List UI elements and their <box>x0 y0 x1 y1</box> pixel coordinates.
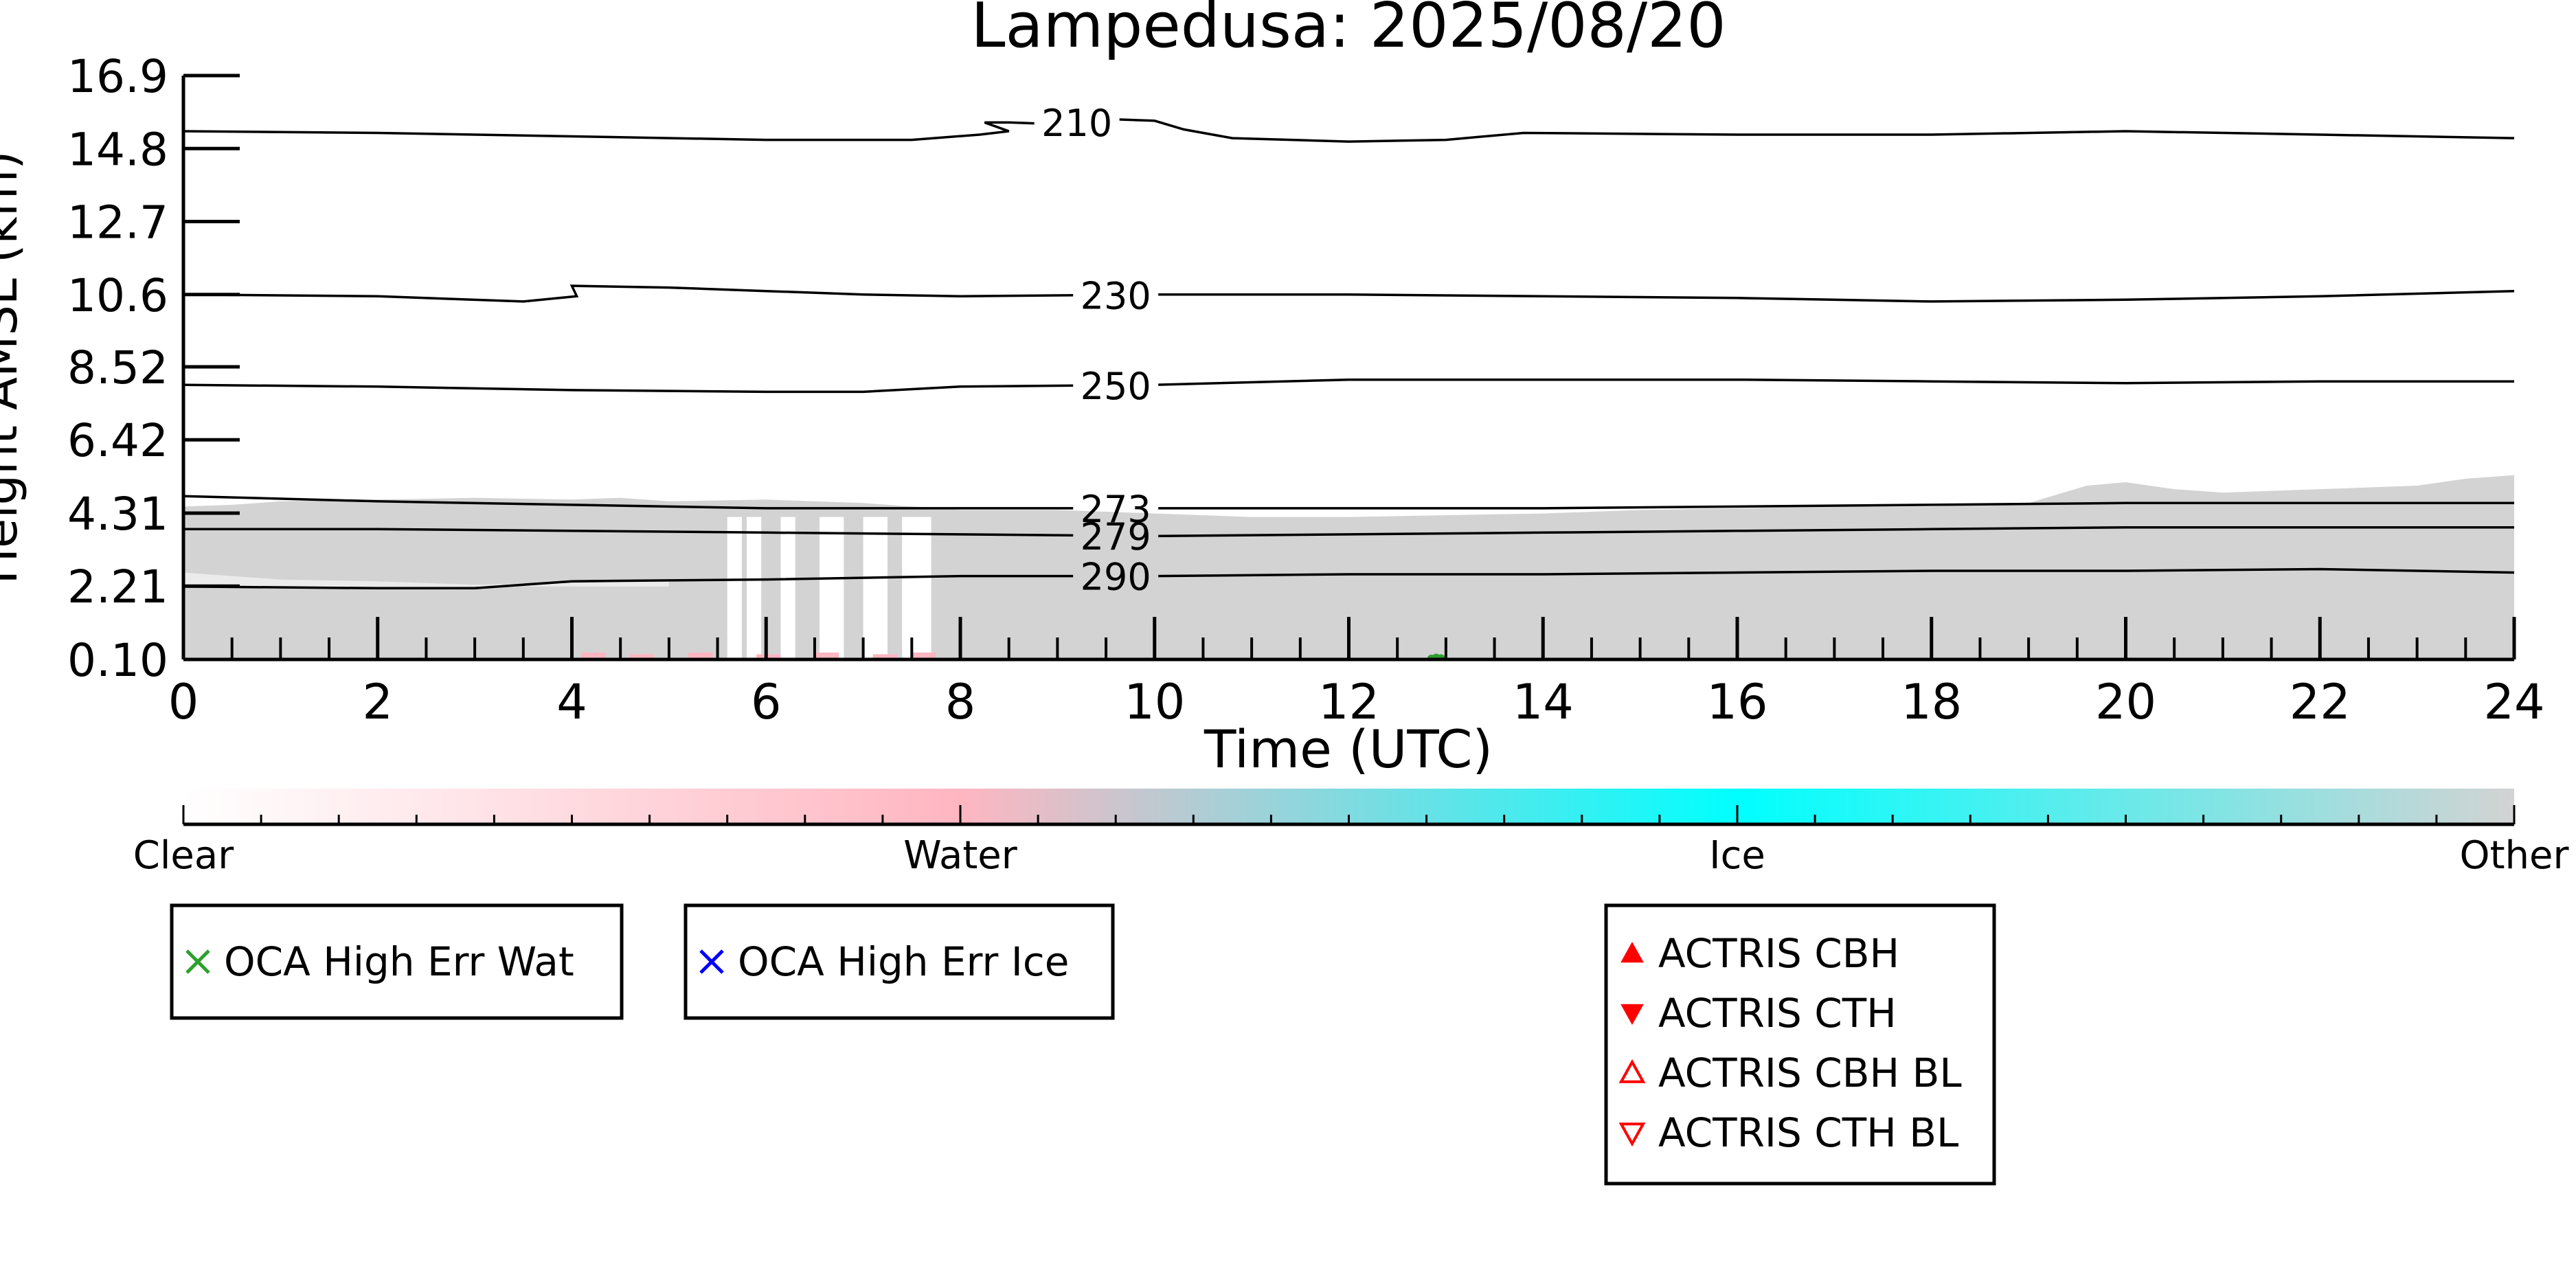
legend-label: ACTRIS CTH BL <box>1658 1109 1958 1156</box>
cloud-mask-water <box>912 652 936 659</box>
colorbar: Clear Water Ice Other <box>133 789 2569 878</box>
contour-273: 273 <box>183 488 2514 531</box>
contour-210: 210 <box>183 102 2514 145</box>
legend-entry: ACTRIS CBH <box>1620 930 1899 977</box>
x-tick-label: 18 <box>1901 674 1962 730</box>
y-tick-label: 14.8 <box>67 123 168 176</box>
cloud-mask-gap <box>863 517 888 659</box>
legend-entry: OCA High Err Wat <box>185 938 574 985</box>
y-tick-label: 6.42 <box>67 414 168 467</box>
legend-label: ACTRIS CTH <box>1658 990 1897 1037</box>
legend-label: OCA High Err Wat <box>224 938 574 985</box>
legend-box: OCA High Err Wat <box>170 903 624 1020</box>
legend-frame <box>683 903 1115 1020</box>
cloud-mask-gap <box>820 517 844 659</box>
legend-label: OCA High Err Ice <box>738 938 1069 985</box>
legend-marker <box>1618 1059 1646 1083</box>
cloud-mask-water <box>814 652 839 659</box>
chart-title: Lampedusa: 2025/08/20 <box>971 0 1726 62</box>
legend-label: ACTRIS CBH BL <box>1658 1050 1962 1096</box>
x-tick-label: 2 <box>362 674 393 730</box>
legend-box: OCA High Err Ice <box>683 903 1115 1020</box>
legend-frame <box>170 903 624 1020</box>
legend-marker <box>699 949 724 974</box>
contour-line <box>183 495 2514 510</box>
colorbar-label: Ice <box>1709 833 1765 878</box>
x-tick-label: 8 <box>945 674 976 730</box>
colorbar-label: Other <box>2459 833 2569 878</box>
contour-line <box>183 378 2514 394</box>
cloud-mask <box>183 475 2514 659</box>
x-tick-label: 22 <box>2290 674 2351 730</box>
cloud-mask-water <box>872 654 898 659</box>
legend-marker <box>1620 941 1644 963</box>
contour-label: 250 <box>1081 365 1151 408</box>
colorbar-label: Water <box>903 833 1018 878</box>
cloud-mask-other <box>183 475 2514 659</box>
x-tick-label: 4 <box>556 674 587 730</box>
cloud-mask-gap <box>902 517 931 659</box>
contour-label: 210 <box>1041 102 1112 145</box>
x-axis-label: Time (UTC) <box>1204 719 1493 780</box>
cloud-mask-gap <box>746 517 762 659</box>
contour-line <box>183 284 2514 303</box>
x-tick-label: 16 <box>1706 674 1767 730</box>
legend-label: ACTRIS CBH <box>1658 930 1899 977</box>
legend-box: ACTRIS CBH ACTRIS CTH ACTRIS CBH BL ACTRIS … <box>1604 903 1996 1186</box>
y-tick-label: 8.52 <box>67 341 168 394</box>
contour-line <box>183 117 2514 143</box>
cloud-mask-gap <box>727 517 742 659</box>
y-tick-label: 12.7 <box>67 196 168 249</box>
x-tick-label: 24 <box>2483 674 2544 730</box>
legend-entry: ACTRIS CBH BL <box>1618 1050 1962 1096</box>
legend-entry: ACTRIS CTH BL <box>1618 1109 1958 1156</box>
legend-marker <box>1620 1004 1644 1026</box>
y-tick-label: 16.9 <box>67 50 168 103</box>
colorbar-label: Clear <box>133 833 234 878</box>
cloud-mask-thin <box>183 572 669 587</box>
cloud-mask-water <box>581 652 606 659</box>
x-tick-label: 0 <box>168 674 199 730</box>
legend-entry: OCA High Err Ice <box>699 938 1069 985</box>
cloud-mask-water <box>688 652 713 659</box>
y-tick-label: 10.6 <box>67 269 168 322</box>
cloud-mask-gap <box>780 517 795 659</box>
contour-label: 290 <box>1081 556 1151 599</box>
x-tick-label: 10 <box>1124 674 1185 730</box>
contour-250: 250 <box>183 365 2514 408</box>
x-tick-label: 6 <box>751 674 782 730</box>
legends: OCA High Err Wat OCA High Err Ice ACTRIS C… <box>170 903 1996 1186</box>
contour-label: 273 <box>1081 488 1151 531</box>
legend-entry: ACTRIS CTH <box>1620 990 1897 1037</box>
y-tick-label: 0.10 <box>67 634 168 687</box>
x-tick-label: 20 <box>2095 674 2156 730</box>
y-axis-label: Height AMSL (km) <box>0 151 28 585</box>
contour-label: 279 <box>1081 515 1151 558</box>
y-tick-label: 2.21 <box>67 561 168 613</box>
contour-label: 230 <box>1081 274 1151 317</box>
cloud-mask-water <box>756 654 781 659</box>
legend-frame <box>1604 903 1996 1186</box>
contour-279: 279 <box>183 515 2514 558</box>
legend-marker <box>185 949 210 974</box>
x-tick-label: 12 <box>1318 674 1379 730</box>
contour-230: 230 <box>183 274 2514 317</box>
cloud-mask-water <box>630 654 655 659</box>
contour-line <box>183 526 2514 538</box>
x-tick-label: 14 <box>1513 674 1574 730</box>
legend-marker <box>1618 1122 1646 1147</box>
y-tick-label: 4.31 <box>67 488 168 541</box>
